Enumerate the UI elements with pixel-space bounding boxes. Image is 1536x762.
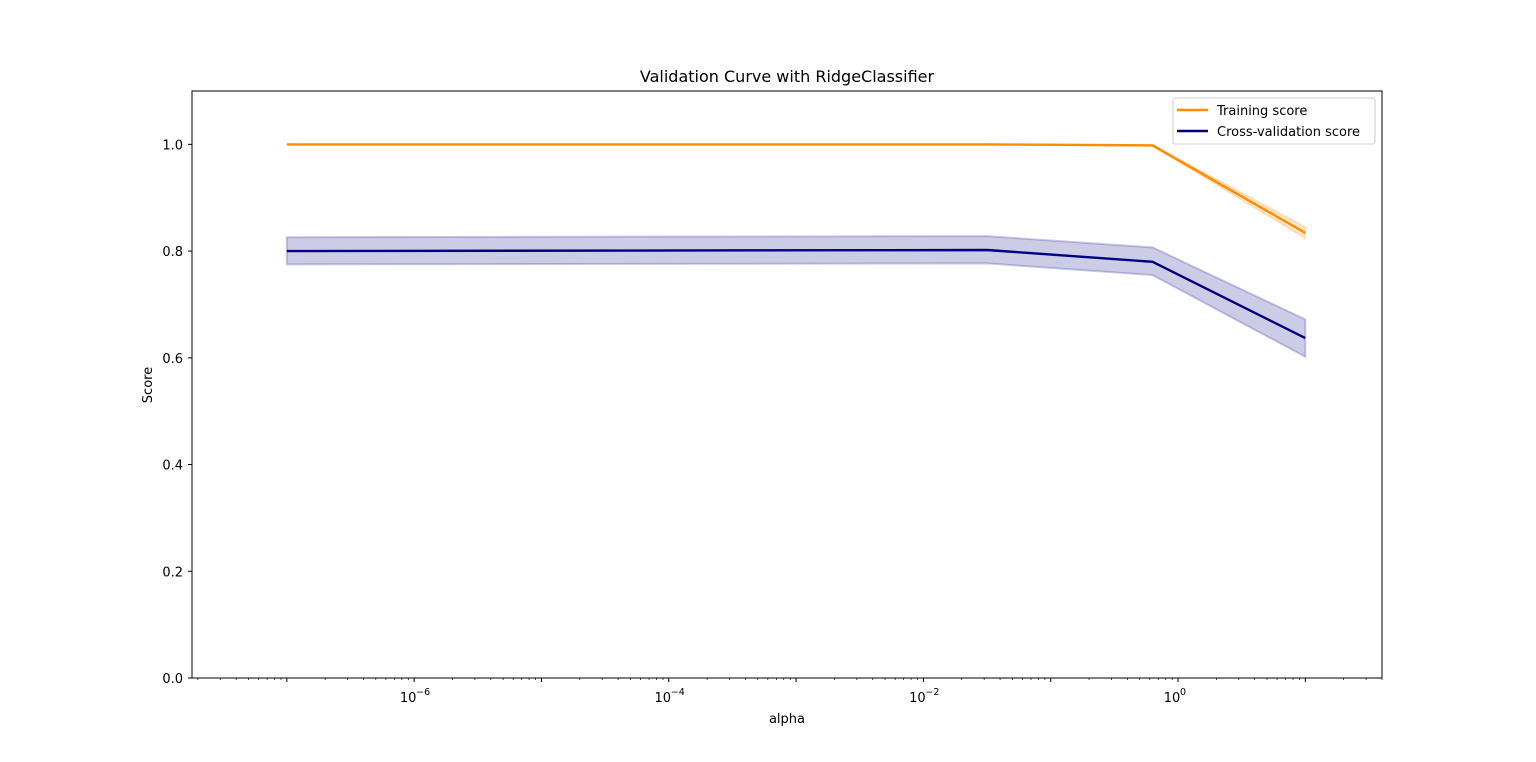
x-axis-label: alpha [769,712,805,727]
x-tick-label: 10 [1164,691,1181,706]
y-tick-label: 0.0 [162,672,183,687]
y-axis-ticks: 0.0 0.2 0.4 0.6 0.8 1.0 [162,138,192,687]
y-tick-label: 0.6 [162,352,183,367]
x-axis-ticks: 10 −6 10 −4 10 −2 10 0 [197,678,1383,706]
y-tick-label: 0.8 [162,245,183,260]
legend-box [1172,97,1376,145]
x-tick-label: 10 [400,691,417,706]
legend-label-training: Training score [1216,104,1307,119]
cross-validation-score-band [285,235,1307,359]
x-tick-exponent: −4 [671,687,685,698]
chart-title: Validation Curve with RidgeClassifier [640,67,935,86]
x-tick-exponent: −2 [925,687,939,698]
x-tick-label: 10 [654,691,671,706]
cross-validation-score-line [286,248,1306,340]
x-tick-exponent: −6 [416,687,430,698]
x-tick-label: 10 [909,691,926,706]
y-tick-label: 0.2 [162,565,183,580]
y-tick-label: 0.4 [162,459,183,474]
legend: Training score Cross-validation score [1172,97,1376,145]
x-tick-exponent: 0 [1180,687,1186,698]
series-lines [286,143,1306,340]
y-tick-label: 1.0 [162,138,183,153]
y-axis-label: Score [141,367,156,403]
legend-label-cross-validation: Cross-validation score [1217,125,1360,140]
training-score-line [286,143,1306,234]
plot-frame [191,90,1383,679]
